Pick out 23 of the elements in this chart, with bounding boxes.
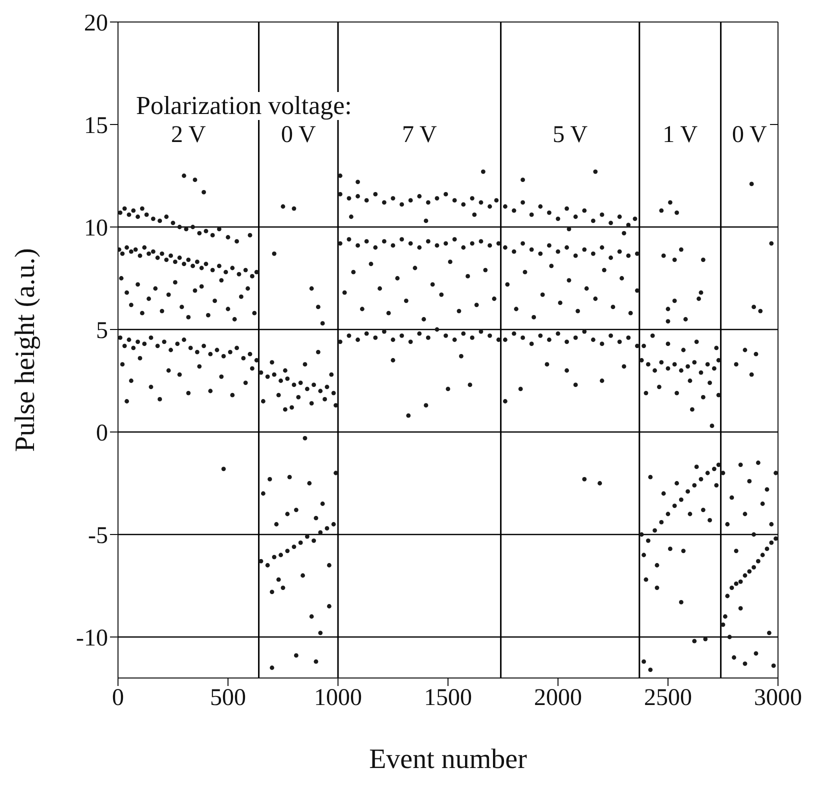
annotation: 0 V: [732, 122, 767, 148]
annotation: 1 V: [662, 122, 698, 148]
x-axis-title: Event number: [369, 744, 528, 775]
y-tick-label: 20: [84, 10, 108, 37]
x-tick-label: 1500: [424, 685, 472, 712]
x-tick-label: 2000: [534, 685, 582, 712]
annotation: 7 V: [402, 122, 437, 148]
x-tick-label: 3000: [754, 685, 802, 712]
annotation: 2 V: [170, 122, 206, 148]
y-tick-label: 5: [96, 318, 108, 344]
y-tick-label: 15: [84, 113, 108, 140]
annotation: 0 V: [280, 122, 316, 148]
y-axis-title: Pulse height (a.u.): [10, 248, 41, 452]
annotation: 5 V: [552, 122, 588, 148]
x-tick-label: 0: [112, 685, 124, 712]
x-tick-label: 500: [210, 685, 246, 712]
y-tick-label: 0: [96, 420, 108, 447]
y-tick-label: 10: [84, 216, 108, 242]
x-tick-label: 1000: [314, 685, 362, 712]
y-tick-label: -5: [88, 523, 108, 550]
x-tick-label: 2500: [644, 685, 692, 712]
y-tick-label: -10: [76, 626, 108, 652]
annotation: Polarization voltage:: [134, 91, 354, 120]
